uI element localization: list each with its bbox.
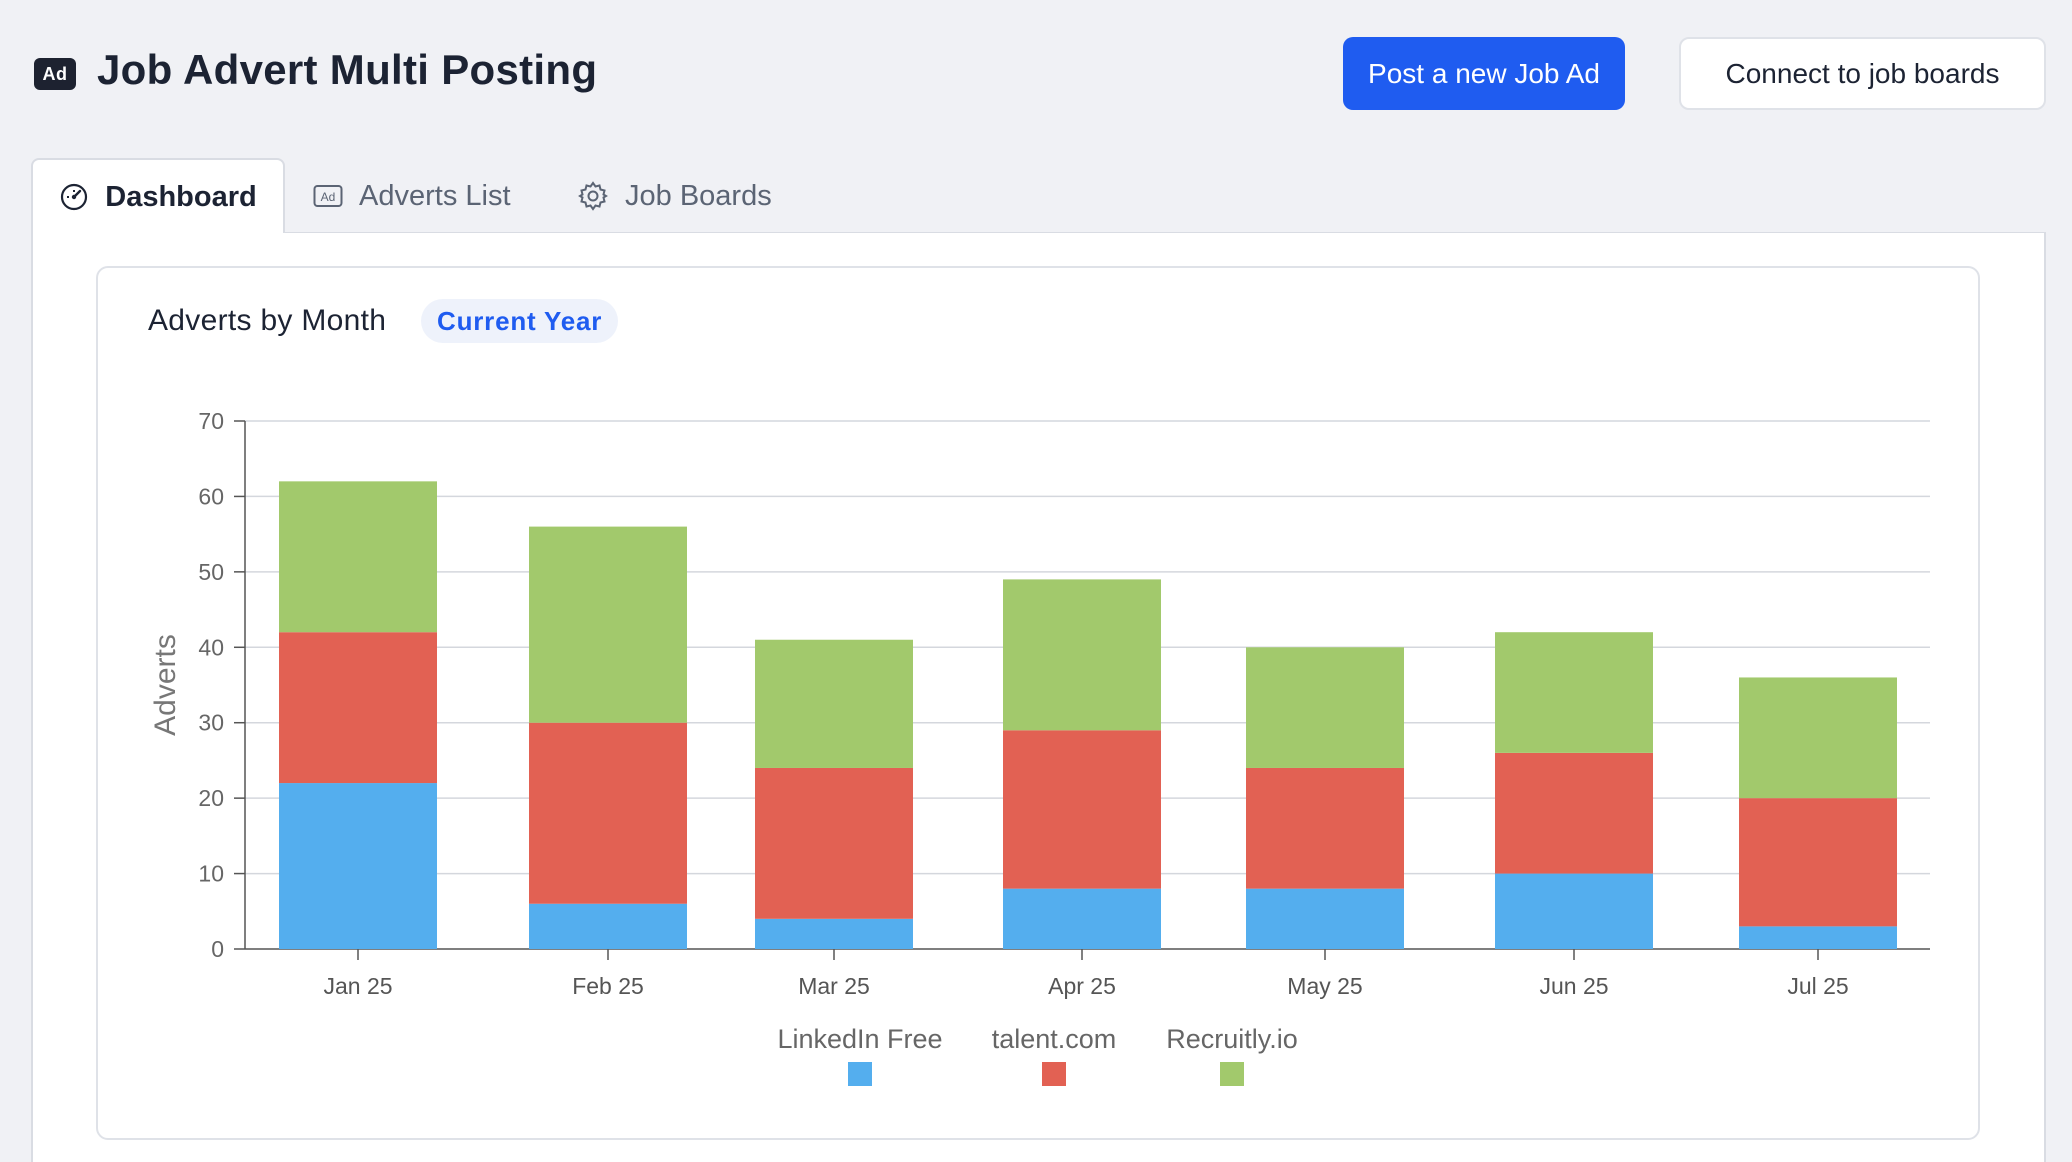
tab-job-boards[interactable]: Job Boards	[577, 158, 772, 234]
ad-logo-icon: Ad	[34, 58, 76, 90]
post-job-ad-button[interactable]: Post a new Job Ad	[1343, 37, 1625, 110]
tab-dashboard[interactable]: Dashboard	[31, 158, 285, 236]
page-header: Ad Job Advert Multi Posting Post a new J…	[0, 0, 2072, 150]
svg-text:Ad: Ad	[321, 190, 336, 204]
gear-icon	[577, 180, 609, 212]
card-title: Adverts by Month	[148, 304, 387, 337]
page-title: Job Advert Multi Posting	[97, 46, 598, 93]
connect-job-boards-button[interactable]: Connect to job boards	[1679, 37, 2046, 110]
adverts-by-month-card: Adverts by Month Current Year	[96, 266, 1980, 1140]
tab-job-boards-label: Job Boards	[625, 179, 772, 212]
ad-icon: Ad	[313, 184, 343, 208]
gauge-icon	[59, 182, 89, 212]
tab-adverts-list-label: Adverts List	[359, 179, 511, 212]
tab-dashboard-label: Dashboard	[105, 180, 257, 213]
tab-adverts-list[interactable]: Ad Adverts List	[313, 158, 511, 234]
tab-bar: Dashboard Ad Adverts List Job Boards	[31, 158, 2046, 236]
period-filter-badge[interactable]: Current Year	[421, 299, 619, 343]
